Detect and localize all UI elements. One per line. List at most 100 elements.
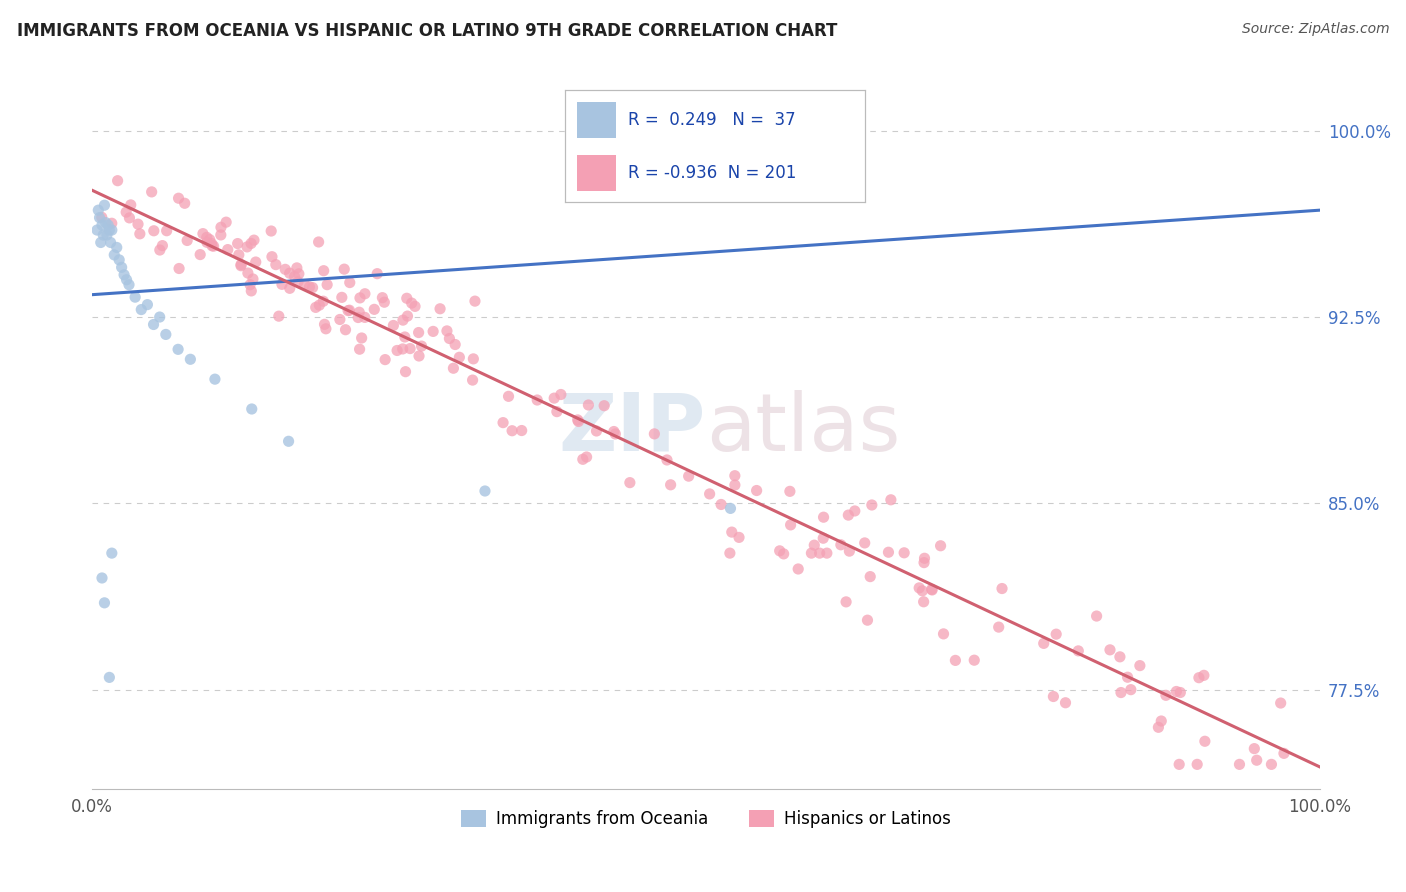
Point (392, 313, 415, 327)
Point (800, 546, 823, 560)
Point (155, 327, 177, 342)
Point (567, 414, 589, 428)
Point (353, 310, 375, 325)
Point (105, 240, 128, 254)
Point (526, 392, 548, 407)
Point (97, 218, 120, 232)
Point (333, 262, 356, 277)
Point (91, 571, 114, 585)
Point (101, 546, 124, 560)
Point (167, 343, 190, 357)
Point (779, 517, 801, 532)
Point (914, 551, 936, 566)
Point (463, 351, 485, 366)
Point (1129, 658, 1152, 673)
Point (1185, 757, 1208, 772)
Point (236, 240, 259, 254)
Point (98, 670, 121, 684)
Point (1054, 696, 1077, 710)
Point (963, 653, 986, 667)
Point (501, 424, 523, 438)
Point (188, 247, 211, 261)
Point (461, 373, 484, 387)
Point (243, 233, 266, 247)
Point (396, 309, 419, 323)
Point (337, 303, 360, 318)
Point (229, 258, 252, 272)
Point (394, 365, 416, 379)
Point (605, 426, 627, 441)
Point (264, 258, 287, 272)
Point (699, 487, 721, 501)
Point (239, 277, 262, 292)
Point (498, 389, 520, 403)
Point (112, 268, 135, 282)
Point (1260, 757, 1282, 772)
Point (408, 326, 430, 340)
Point (141, 185, 163, 199)
Point (115, 205, 138, 219)
Point (202, 239, 225, 253)
Point (603, 425, 626, 439)
Point (101, 223, 124, 237)
Point (510, 424, 533, 438)
Point (347, 310, 370, 325)
Point (567, 413, 589, 427)
Point (142, 224, 165, 238)
Point (200, 236, 222, 251)
Point (1042, 690, 1064, 704)
Point (167, 261, 190, 276)
Point (128, 227, 150, 241)
Text: ZIP: ZIP (558, 390, 706, 468)
Point (228, 248, 250, 262)
Point (316, 277, 339, 292)
Point (921, 582, 943, 597)
Point (844, 504, 866, 518)
Point (401, 296, 423, 310)
Point (546, 404, 568, 418)
Point (91, 227, 114, 242)
Point (1032, 636, 1054, 650)
Point (120, 198, 142, 212)
Point (278, 281, 301, 295)
Point (853, 536, 876, 550)
Point (394, 330, 416, 344)
Point (93, 198, 115, 212)
Point (111, 260, 134, 275)
Point (411, 339, 433, 353)
Point (439, 331, 461, 345)
Point (90, 211, 112, 225)
Point (150, 238, 173, 252)
Point (191, 227, 214, 241)
Point (1272, 747, 1295, 761)
Point (366, 267, 388, 281)
Text: Source: ZipAtlas.com: Source: ZipAtlas.com (1241, 22, 1389, 37)
Point (167, 191, 190, 205)
Point (179, 352, 201, 367)
Point (156, 224, 179, 238)
Point (149, 310, 172, 324)
Point (339, 303, 361, 318)
Point (278, 266, 301, 280)
Point (710, 498, 733, 512)
Legend: Immigrants from Oceania, Hispanics or Latinos: Immigrants from Oceania, Hispanics or La… (454, 804, 957, 835)
Point (769, 544, 792, 558)
Point (724, 478, 747, 492)
Point (305, 301, 328, 315)
Point (720, 525, 742, 540)
Point (271, 277, 294, 292)
Point (94, 216, 117, 230)
Point (149, 243, 172, 257)
Point (1085, 609, 1108, 624)
Point (877, 545, 900, 559)
Point (385, 343, 408, 358)
Point (267, 309, 290, 323)
Point (1067, 644, 1090, 658)
Point (226, 236, 249, 251)
Point (422, 325, 444, 339)
Point (408, 349, 430, 363)
Point (745, 483, 768, 498)
Point (274, 262, 297, 277)
Point (204, 372, 226, 386)
Point (830, 538, 852, 552)
